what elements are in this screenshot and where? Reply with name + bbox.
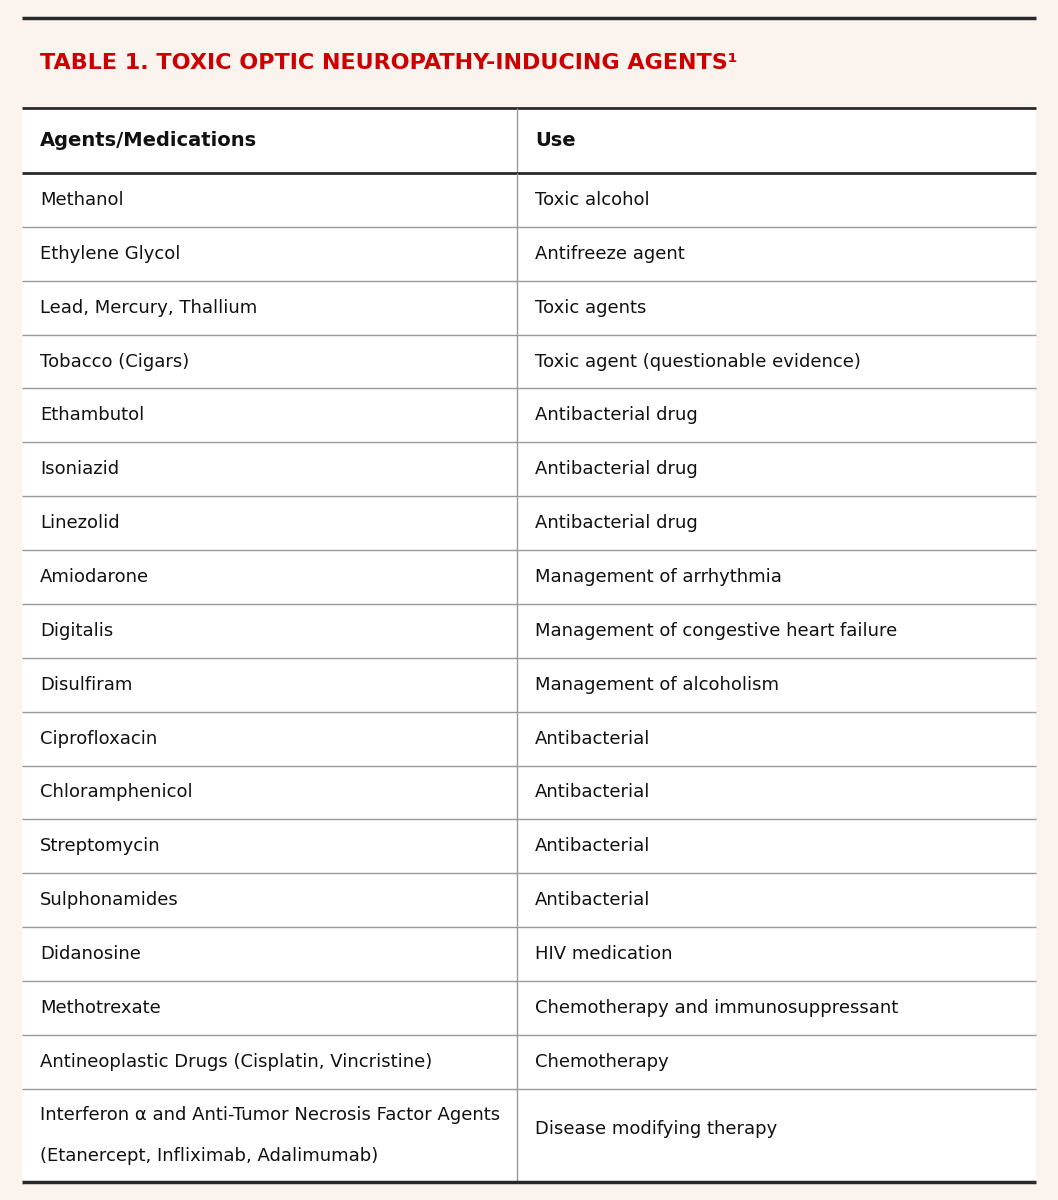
Text: Methanol: Methanol — [40, 191, 124, 209]
Text: HIV medication: HIV medication — [535, 946, 672, 964]
Text: Interferon α and Anti-Tumor Necrosis Factor Agents: Interferon α and Anti-Tumor Necrosis Fac… — [40, 1106, 500, 1124]
Text: Chemotherapy and immunosuppressant: Chemotherapy and immunosuppressant — [535, 998, 898, 1016]
Text: Antifreeze agent: Antifreeze agent — [535, 245, 685, 263]
Text: Ethylene Glycol: Ethylene Glycol — [40, 245, 180, 263]
Text: Antibacterial drug: Antibacterial drug — [535, 407, 697, 425]
Text: Isoniazid: Isoniazid — [40, 461, 120, 479]
Text: Use: Use — [535, 131, 576, 150]
Text: Antineoplastic Drugs (Cisplatin, Vincristine): Antineoplastic Drugs (Cisplatin, Vincris… — [40, 1052, 433, 1070]
Text: Sulphonamides: Sulphonamides — [40, 892, 179, 910]
Text: Toxic alcohol: Toxic alcohol — [535, 191, 650, 209]
Text: Antibacterial: Antibacterial — [535, 892, 651, 910]
Text: Antibacterial: Antibacterial — [535, 838, 651, 856]
Text: Didanosine: Didanosine — [40, 946, 141, 964]
Text: Antibacterial: Antibacterial — [535, 730, 651, 748]
Text: Antibacterial drug: Antibacterial drug — [535, 461, 697, 479]
Text: Chloramphenicol: Chloramphenicol — [40, 784, 193, 802]
Text: Antibacterial: Antibacterial — [535, 784, 651, 802]
Text: Tobacco (Cigars): Tobacco (Cigars) — [40, 353, 189, 371]
Text: Management of congestive heart failure: Management of congestive heart failure — [535, 622, 897, 640]
Text: Management of alcoholism: Management of alcoholism — [535, 676, 779, 694]
Text: TABLE 1. TOXIC OPTIC NEUROPATHY-INDUCING AGENTS¹: TABLE 1. TOXIC OPTIC NEUROPATHY-INDUCING… — [40, 53, 737, 73]
Text: Lead, Mercury, Thallium: Lead, Mercury, Thallium — [40, 299, 257, 317]
Text: Antibacterial drug: Antibacterial drug — [535, 514, 697, 532]
Text: Chemotherapy: Chemotherapy — [535, 1052, 669, 1070]
Text: Management of arrhythmia: Management of arrhythmia — [535, 568, 782, 586]
Text: Disease modifying therapy: Disease modifying therapy — [535, 1121, 777, 1139]
Text: Amiodarone: Amiodarone — [40, 568, 149, 586]
Text: Methotrexate: Methotrexate — [40, 998, 161, 1016]
Text: Toxic agents: Toxic agents — [535, 299, 646, 317]
Text: Toxic agent (questionable evidence): Toxic agent (questionable evidence) — [535, 353, 861, 371]
Text: Ciprofloxacin: Ciprofloxacin — [40, 730, 158, 748]
Text: Streptomycin: Streptomycin — [40, 838, 161, 856]
Text: Disulfiram: Disulfiram — [40, 676, 132, 694]
Text: Ethambutol: Ethambutol — [40, 407, 144, 425]
Text: Linezolid: Linezolid — [40, 514, 120, 532]
Bar — [22, 108, 1036, 1182]
Text: (Etanercept, Infliximab, Adalimumab): (Etanercept, Infliximab, Adalimumab) — [40, 1147, 379, 1165]
Text: Agents/Medications: Agents/Medications — [40, 131, 257, 150]
Text: Digitalis: Digitalis — [40, 622, 113, 640]
